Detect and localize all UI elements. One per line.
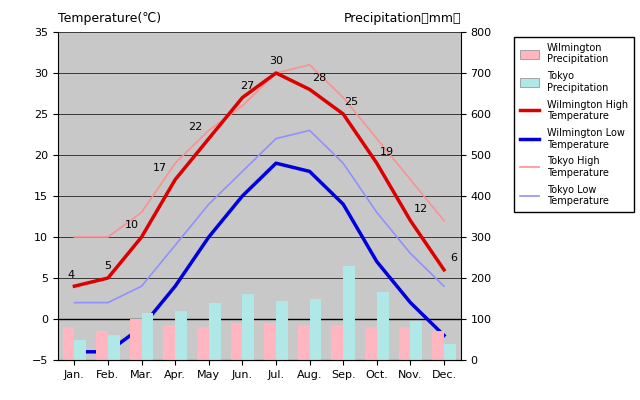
Bar (310, 298, 321, 360)
Bar (96, 331, 108, 360)
Bar (175, 311, 187, 360)
Bar (130, 319, 141, 360)
Text: 19: 19 (380, 147, 394, 157)
Bar (432, 331, 444, 360)
Bar (230, 323, 243, 360)
Bar (63, 327, 74, 360)
Text: 12: 12 (413, 204, 428, 214)
Bar (377, 292, 388, 360)
Bar (399, 327, 410, 360)
Bar (343, 266, 355, 360)
Text: 27: 27 (240, 81, 255, 91)
Text: Precipitation（mm）: Precipitation（mm） (343, 12, 461, 26)
Bar (209, 302, 221, 360)
Bar (332, 325, 343, 360)
Bar (197, 327, 209, 360)
Bar (410, 321, 422, 360)
Text: 10: 10 (125, 220, 138, 230)
Text: 25: 25 (344, 98, 358, 108)
Bar (163, 325, 175, 360)
Text: 4: 4 (67, 270, 75, 280)
Text: Temperature(℃): Temperature(℃) (58, 12, 161, 26)
Text: 17: 17 (153, 163, 167, 173)
Bar (74, 340, 86, 360)
Text: 28: 28 (312, 73, 327, 83)
Bar (444, 344, 456, 360)
Text: 6: 6 (451, 253, 458, 263)
Bar (243, 294, 254, 360)
Text: 22: 22 (188, 122, 202, 132)
Bar (141, 313, 154, 360)
Bar (264, 323, 276, 360)
Bar (298, 325, 310, 360)
Text: 30: 30 (269, 56, 283, 66)
Text: 5: 5 (104, 262, 111, 272)
Bar (276, 300, 288, 360)
Bar (365, 327, 377, 360)
Legend: Wilmington
Precipitation, Tokyo
Precipitation, Wilmington High
Temperature, Wilm: Wilmington Precipitation, Tokyo Precipit… (514, 37, 634, 212)
Bar (108, 335, 120, 360)
